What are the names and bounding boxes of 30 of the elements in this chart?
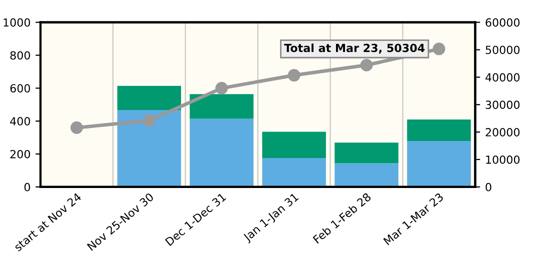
y2-tick-label: 10000 [486,155,520,164]
point [360,58,373,72]
annotation: Total at Mar 23, 50304 [284,44,425,54]
y-tick-label: 200 [10,150,30,158]
y2-tick-label: 30000 [486,100,520,110]
y-tick-label: 800 [10,51,30,60]
bar [334,163,398,187]
bar [334,142,398,164]
bar [262,158,326,187]
point [288,69,300,82]
bar [117,110,182,187]
bar [117,86,182,110]
y2-tick-label: 60000 [486,18,520,27]
y-tick-label: 0 [24,182,30,192]
y-tick-label: 600 [10,84,30,93]
bar [407,119,471,142]
point [142,114,156,127]
bar [262,132,326,158]
y2-tick-label: 20000 [486,128,520,136]
y2-tick-label: 40000 [485,73,520,82]
point [215,82,228,94]
y2-tick-label: 0 [486,182,492,192]
bar [407,141,471,187]
bar [190,118,254,187]
point [432,42,446,56]
point [70,121,83,134]
bar [190,94,254,119]
y2-tick-label: 50000 [486,46,520,54]
y-tick-label: 1000 [4,18,30,27]
y-tick-label: 400 [10,117,30,126]
